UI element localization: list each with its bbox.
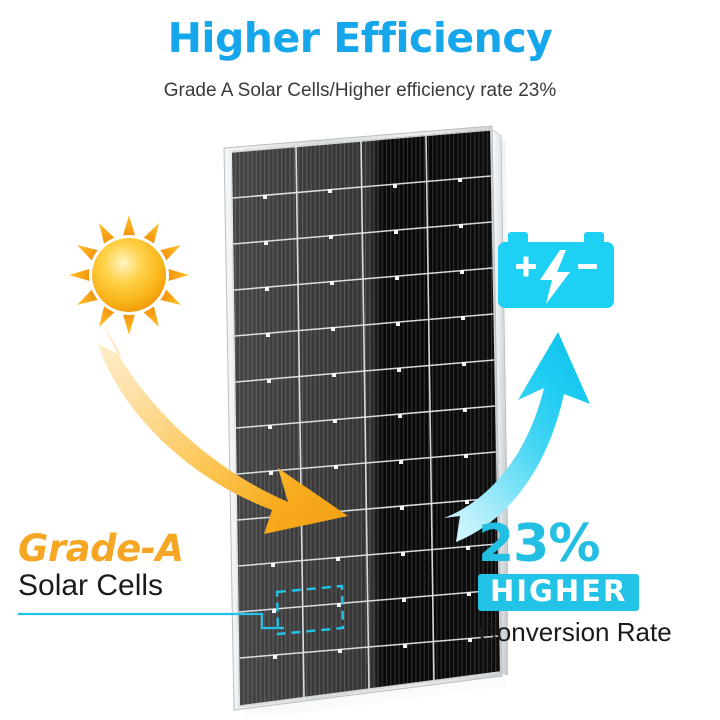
highlighted-cell: [275, 584, 345, 636]
battery-icon: [492, 226, 620, 326]
battery-plus-icon: [516, 256, 536, 277]
conversion-rate-label: Conversion Rate: [478, 616, 672, 647]
sun-icon: [66, 212, 192, 338]
page-title: Higher Efficiency: [167, 14, 553, 62]
solar-cells-label: Solar Cells: [18, 569, 164, 602]
grade-a-callout: Grade-A Solar Cells: [18, 530, 248, 604]
percent-value: 23%: [478, 514, 600, 574]
battery-minus-icon: [578, 264, 597, 269]
callout-connector-line: [18, 606, 318, 646]
curved-arrow-up-right-icon: [440, 330, 620, 545]
conversion-rate-callout: 23% HIGHER Conversion Rate: [478, 518, 708, 648]
curved-arrow-down-right-icon: [96, 320, 376, 540]
status-badge: HIGHER: [478, 574, 640, 611]
lightning-bolt-icon: [540, 250, 570, 304]
grade-a-heading: Grade-A: [18, 527, 184, 570]
page-subtitle: Grade A Solar Cells/Higher efficiency ra…: [163, 80, 557, 101]
solar-panel-image: [218, 124, 508, 714]
